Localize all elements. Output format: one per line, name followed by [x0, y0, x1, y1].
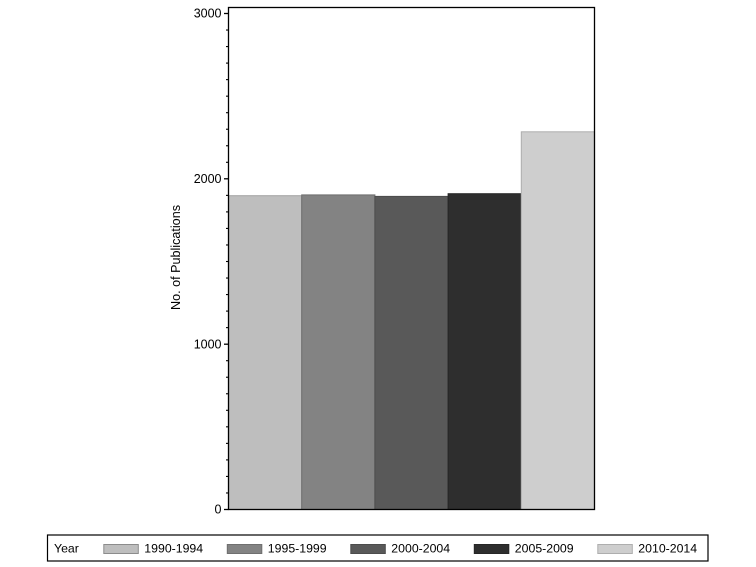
svg-text:1990-1994: 1990-1994: [144, 542, 203, 556]
svg-text:3000: 3000: [194, 7, 222, 21]
svg-text:2010-2014: 2010-2014: [638, 542, 697, 556]
svg-text:0: 0: [215, 503, 222, 517]
svg-text:2000: 2000: [194, 172, 222, 186]
svg-text:No. of Publications: No. of Publications: [169, 205, 183, 310]
svg-text:2000-2004: 2000-2004: [391, 542, 450, 556]
svg-text:1995-1999: 1995-1999: [268, 542, 327, 556]
svg-text:2005-2009: 2005-2009: [515, 542, 574, 556]
svg-text:Year: Year: [54, 542, 79, 556]
svg-text:1000: 1000: [194, 337, 222, 351]
